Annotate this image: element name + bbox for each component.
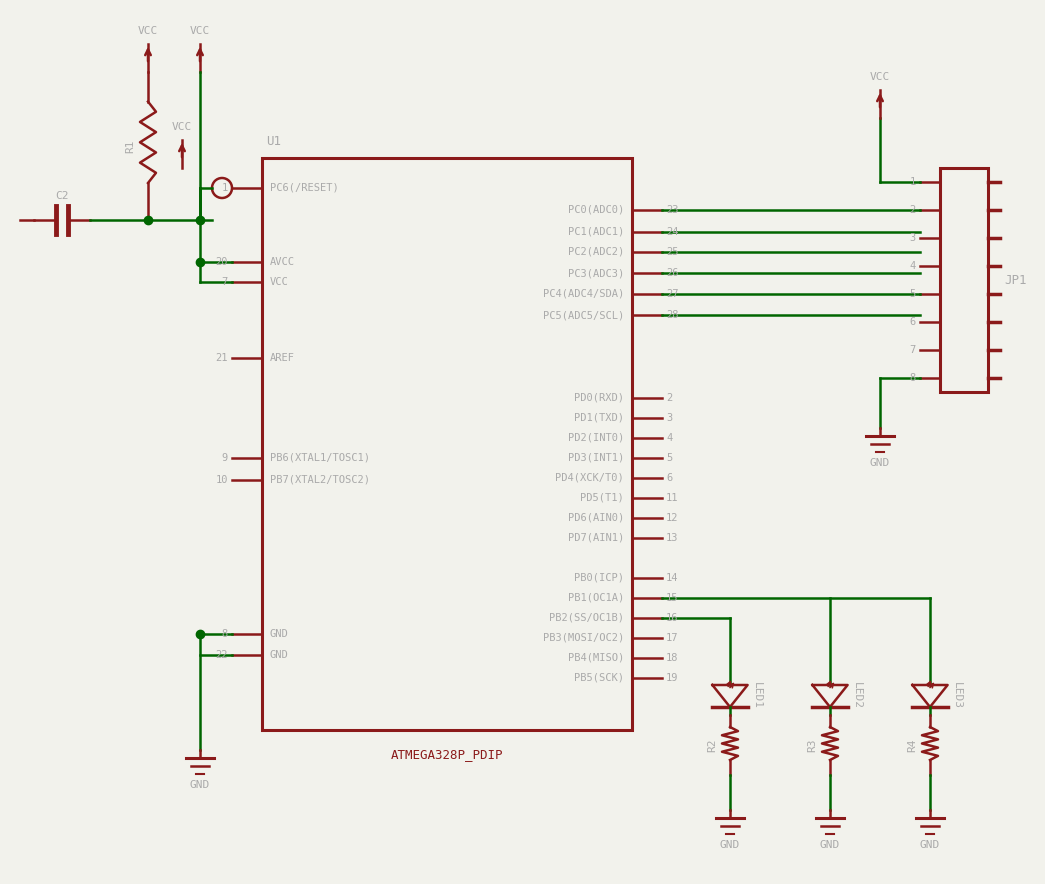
Text: PB3(MOSI/OC2): PB3(MOSI/OC2): [542, 633, 624, 643]
Text: JP1: JP1: [1004, 273, 1026, 286]
Text: 2: 2: [666, 393, 672, 403]
Text: PD7(AIN1): PD7(AIN1): [567, 533, 624, 543]
Text: 8: 8: [222, 629, 228, 639]
Text: 2: 2: [910, 205, 916, 215]
Text: 5: 5: [666, 453, 672, 463]
Text: PB6(XTAL1/TOSC1): PB6(XTAL1/TOSC1): [270, 453, 370, 463]
Text: PD3(INT1): PD3(INT1): [567, 453, 624, 463]
Text: LED3: LED3: [952, 682, 961, 710]
Text: PB0(ICP): PB0(ICP): [574, 573, 624, 583]
Text: 1: 1: [222, 183, 228, 193]
Text: PB4(MISO): PB4(MISO): [567, 653, 624, 663]
Text: AVCC: AVCC: [270, 257, 295, 267]
Text: 20: 20: [215, 257, 228, 267]
Text: 25: 25: [666, 247, 678, 257]
Text: VCC: VCC: [869, 72, 890, 82]
Text: PC6(/RESET): PC6(/RESET): [270, 183, 339, 193]
Text: PD2(INT0): PD2(INT0): [567, 433, 624, 443]
Text: 27: 27: [666, 289, 678, 299]
Text: 6: 6: [910, 317, 916, 327]
Text: 4: 4: [666, 433, 672, 443]
Text: GND: GND: [270, 650, 288, 660]
Text: 8: 8: [910, 373, 916, 383]
Text: 21: 21: [215, 353, 228, 363]
Text: GND: GND: [820, 840, 840, 850]
Text: 22: 22: [215, 650, 228, 660]
Text: 7: 7: [910, 345, 916, 355]
Text: 15: 15: [666, 593, 678, 603]
Text: VCC: VCC: [270, 277, 288, 287]
Text: 7: 7: [222, 277, 228, 287]
Text: LED1: LED1: [751, 682, 762, 710]
Text: C2: C2: [55, 191, 69, 201]
Text: 10: 10: [215, 475, 228, 485]
Text: PC1(ADC1): PC1(ADC1): [567, 227, 624, 237]
Text: 23: 23: [666, 205, 678, 215]
Text: PC0(ADC0): PC0(ADC0): [567, 205, 624, 215]
Text: VCC: VCC: [190, 26, 210, 36]
Text: R4: R4: [907, 738, 918, 751]
Text: 5: 5: [910, 289, 916, 299]
Text: VCC: VCC: [138, 26, 158, 36]
Text: 28: 28: [666, 310, 678, 320]
Text: 12: 12: [666, 513, 678, 523]
Text: AREF: AREF: [270, 353, 295, 363]
Text: 13: 13: [666, 533, 678, 543]
Text: 16: 16: [666, 613, 678, 623]
Text: R2: R2: [707, 738, 717, 751]
Text: LED2: LED2: [852, 682, 861, 710]
Text: 9: 9: [222, 453, 228, 463]
Text: PC3(ADC3): PC3(ADC3): [567, 268, 624, 278]
Text: PD0(RXD): PD0(RXD): [574, 393, 624, 403]
Text: GND: GND: [920, 840, 940, 850]
Text: GND: GND: [869, 458, 890, 468]
Text: GND: GND: [270, 629, 288, 639]
Text: 3: 3: [910, 233, 916, 243]
Text: PD1(TXD): PD1(TXD): [574, 413, 624, 423]
Text: 18: 18: [666, 653, 678, 663]
Text: U1: U1: [266, 135, 281, 148]
Text: PB2(SS/OC1B): PB2(SS/OC1B): [549, 613, 624, 623]
Text: 3: 3: [666, 413, 672, 423]
Text: PD5(T1): PD5(T1): [580, 493, 624, 503]
Text: PC4(ADC4/SDA): PC4(ADC4/SDA): [542, 289, 624, 299]
Text: PC5(ADC5/SCL): PC5(ADC5/SCL): [542, 310, 624, 320]
Text: 24: 24: [666, 227, 678, 237]
Text: VCC: VCC: [171, 122, 192, 132]
Text: 6: 6: [666, 473, 672, 483]
Text: PB7(XTAL2/TOSC2): PB7(XTAL2/TOSC2): [270, 475, 370, 485]
Text: 17: 17: [666, 633, 678, 643]
Text: R3: R3: [807, 738, 817, 751]
Text: GND: GND: [190, 780, 210, 790]
Text: 1: 1: [910, 177, 916, 187]
Text: R1: R1: [125, 140, 135, 153]
Text: PB1(OC1A): PB1(OC1A): [567, 593, 624, 603]
Text: 19: 19: [666, 673, 678, 683]
Text: GND: GND: [720, 840, 740, 850]
Text: 26: 26: [666, 268, 678, 278]
Text: 11: 11: [666, 493, 678, 503]
Text: PD4(XCK/T0): PD4(XCK/T0): [555, 473, 624, 483]
Text: 14: 14: [666, 573, 678, 583]
Text: PD6(AIN0): PD6(AIN0): [567, 513, 624, 523]
Text: ATMEGA328P_PDIP: ATMEGA328P_PDIP: [391, 748, 504, 761]
Text: PB5(SCK): PB5(SCK): [574, 673, 624, 683]
Text: 4: 4: [910, 261, 916, 271]
Text: PC2(ADC2): PC2(ADC2): [567, 247, 624, 257]
